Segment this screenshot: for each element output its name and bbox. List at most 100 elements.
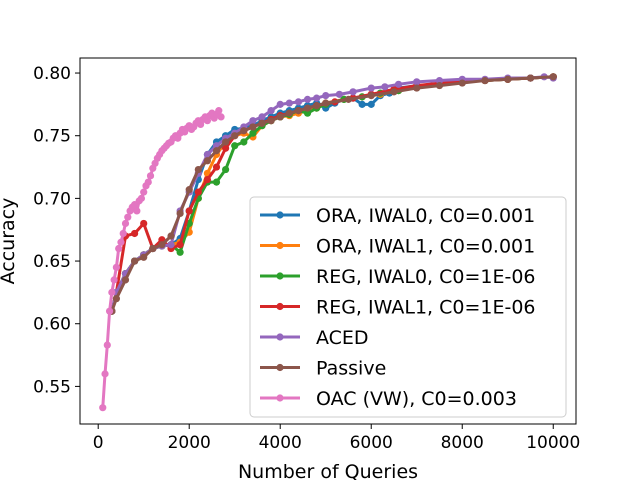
data-point [146, 172, 155, 180]
data-point [203, 157, 212, 165]
data-point [137, 194, 146, 202]
data-point [313, 94, 321, 102]
data-point [121, 219, 130, 228]
data-point [435, 81, 444, 90]
x-tick-label: 10000 [526, 433, 580, 453]
data-point [112, 295, 120, 303]
data-point [124, 213, 132, 221]
data-point [167, 232, 175, 240]
data-point [367, 92, 375, 100]
data-point [313, 102, 321, 110]
data-point [240, 127, 248, 135]
legend-label: REG, IWAL1, C0=1E-06 [316, 297, 536, 319]
series-7 [99, 107, 225, 412]
data-point [212, 147, 221, 155]
data-point [117, 238, 125, 246]
data-point [390, 88, 398, 96]
data-point [112, 263, 120, 271]
x-tick-label: 2000 [168, 433, 211, 453]
data-point [212, 178, 221, 186]
data-point [99, 404, 107, 412]
legend-item: ACED [260, 327, 369, 349]
data-point [285, 109, 293, 117]
data-point [121, 276, 130, 284]
legend-swatch-marker [276, 241, 284, 250]
legend-label: Passive [316, 358, 386, 380]
data-point [131, 229, 139, 238]
data-point [249, 117, 257, 125]
legend-box [249, 196, 567, 418]
plot-frame [79, 57, 577, 425]
data-point [549, 73, 557, 81]
data-point [394, 80, 403, 88]
data-point [103, 341, 111, 349]
data-point [176, 209, 184, 218]
legend-swatch-marker [276, 394, 284, 402]
y-axis-label: Accuracy [0, 198, 19, 285]
data-point [140, 219, 148, 228]
series-6 [108, 73, 557, 315]
data-point [335, 90, 343, 98]
data-point [140, 188, 148, 196]
data-point [115, 244, 123, 253]
data-point [322, 92, 330, 100]
x-tick-label: 8000 [441, 433, 484, 453]
data-point [267, 117, 275, 125]
data-point [303, 104, 312, 112]
x-tick-label: 0 [93, 433, 104, 453]
legend-swatch-marker [276, 333, 284, 341]
y-tick-label: 0.70 [33, 189, 71, 209]
data-point [322, 99, 330, 107]
data-point [144, 178, 152, 186]
data-point [413, 84, 421, 92]
data-point [294, 98, 303, 106]
data-point [203, 150, 212, 159]
legend-label: ORA, IWAL1, C0=0.001 [316, 236, 535, 258]
data-point [258, 119, 266, 127]
data-point [267, 107, 275, 115]
data-point [176, 241, 184, 249]
data-point [158, 241, 166, 249]
data-point [167, 241, 175, 249]
data-point [140, 253, 148, 261]
data-point [185, 207, 193, 215]
data-point [276, 113, 284, 121]
data-point [249, 129, 257, 137]
data-point [217, 113, 225, 121]
data-point [231, 142, 239, 150]
data-point [435, 76, 444, 85]
series-layer [99, 73, 557, 412]
legend-label: OAC (VW), C0=0.003 [316, 388, 517, 410]
data-point [349, 88, 357, 96]
legend-item: ORA, IWAL0, C0=0.001 [260, 205, 535, 227]
data-point [194, 165, 202, 174]
data-point [504, 75, 512, 83]
legend-item: Passive [260, 358, 386, 380]
data-point [276, 100, 284, 108]
data-point [231, 132, 239, 140]
data-point [119, 229, 127, 238]
data-point [222, 165, 230, 174]
data-point [367, 100, 375, 108]
data-point [203, 175, 212, 184]
legend-item: ORA, IWAL1, C0=0.001 [260, 236, 535, 258]
data-point [303, 109, 312, 117]
data-point [149, 244, 157, 253]
data-point [413, 78, 421, 86]
legend-item: OAC (VW), C0=0.003 [260, 388, 517, 410]
data-point [185, 186, 193, 194]
data-point [222, 138, 230, 146]
data-point [105, 307, 114, 315]
data-point [367, 84, 375, 92]
data-point [212, 163, 221, 171]
data-point [215, 107, 223, 115]
x-tick-label: 4000 [259, 433, 302, 453]
x-axis: 0 2000 4000 6000 8000 10000 [93, 424, 580, 453]
data-point [194, 188, 202, 196]
data-point [240, 138, 248, 146]
y-tick-label: 0.60 [33, 315, 71, 335]
data-point [303, 95, 312, 103]
data-point [258, 113, 266, 121]
